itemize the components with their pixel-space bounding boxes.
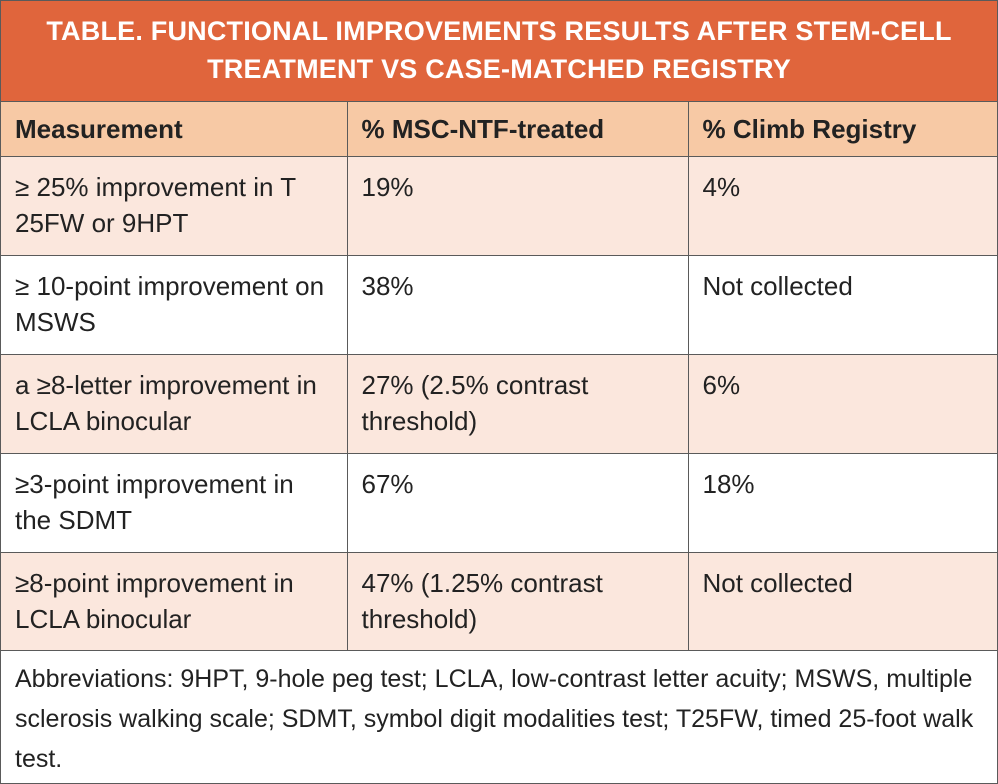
measurement-cell: a ≥8-letter improvement in LCLA binocula… — [1, 354, 348, 454]
table-row: a ≥8-letter improvement in LCLA binocula… — [1, 354, 997, 454]
measurement-cell: ≥ 10-point improvement on MSWS — [1, 255, 348, 355]
registry-cell: 18% — [687, 453, 997, 553]
column-header-climb-registry: % Climb Registry — [687, 101, 997, 157]
column-header-measurement: Measurement — [1, 101, 348, 157]
table-title-line-2: TREATMENT VS CASE-MATCHED REGISTRY — [207, 54, 791, 84]
table-row: ≥ 10-point improvement on MSWS 38% Not c… — [1, 255, 997, 355]
table-row: ≥8-point improvement in LCLA binocular 4… — [1, 552, 997, 652]
column-header-msc-ntf-treated: % MSC-NTF-treated — [346, 101, 689, 157]
registry-cell: 4% — [687, 156, 997, 256]
treated-cell: 67% — [346, 453, 689, 553]
table-header-row: Measurement % MSC-NTF-treated % Climb Re… — [1, 101, 997, 157]
abbreviations-footnote: Abbreviations: 9HPT, 9-hole peg test; LC… — [1, 650, 997, 783]
table-title: TABLE. FUNCTIONAL IMPROVEMENTS RESULTS A… — [1, 1, 997, 101]
treated-cell: 27% (2.5% contrast threshold) — [346, 354, 689, 454]
measurement-cell: ≥3-point improvement in the SDMT — [1, 453, 348, 553]
table-row: ≥ 25% improvement in T 25FW or 9HPT 19% … — [1, 156, 997, 256]
table-title-line-1: TABLE. FUNCTIONAL IMPROVEMENTS RESULTS A… — [46, 16, 952, 46]
measurement-cell: ≥ 25% improvement in T 25FW or 9HPT — [1, 156, 348, 256]
treated-cell: 38% — [346, 255, 689, 355]
registry-cell: Not collected — [687, 255, 997, 355]
table-row: ≥3-point improvement in the SDMT 67% 18% — [1, 453, 997, 553]
registry-cell: Not collected — [687, 552, 997, 652]
measurement-cell: ≥8-point improvement in LCLA binocular — [1, 552, 348, 652]
registry-cell: 6% — [687, 354, 997, 454]
treated-cell: 19% — [346, 156, 689, 256]
results-table: Measurement % MSC-NTF-treated % Climb Re… — [1, 101, 997, 652]
treated-cell: 47% (1.25% contrast threshold) — [346, 552, 689, 652]
